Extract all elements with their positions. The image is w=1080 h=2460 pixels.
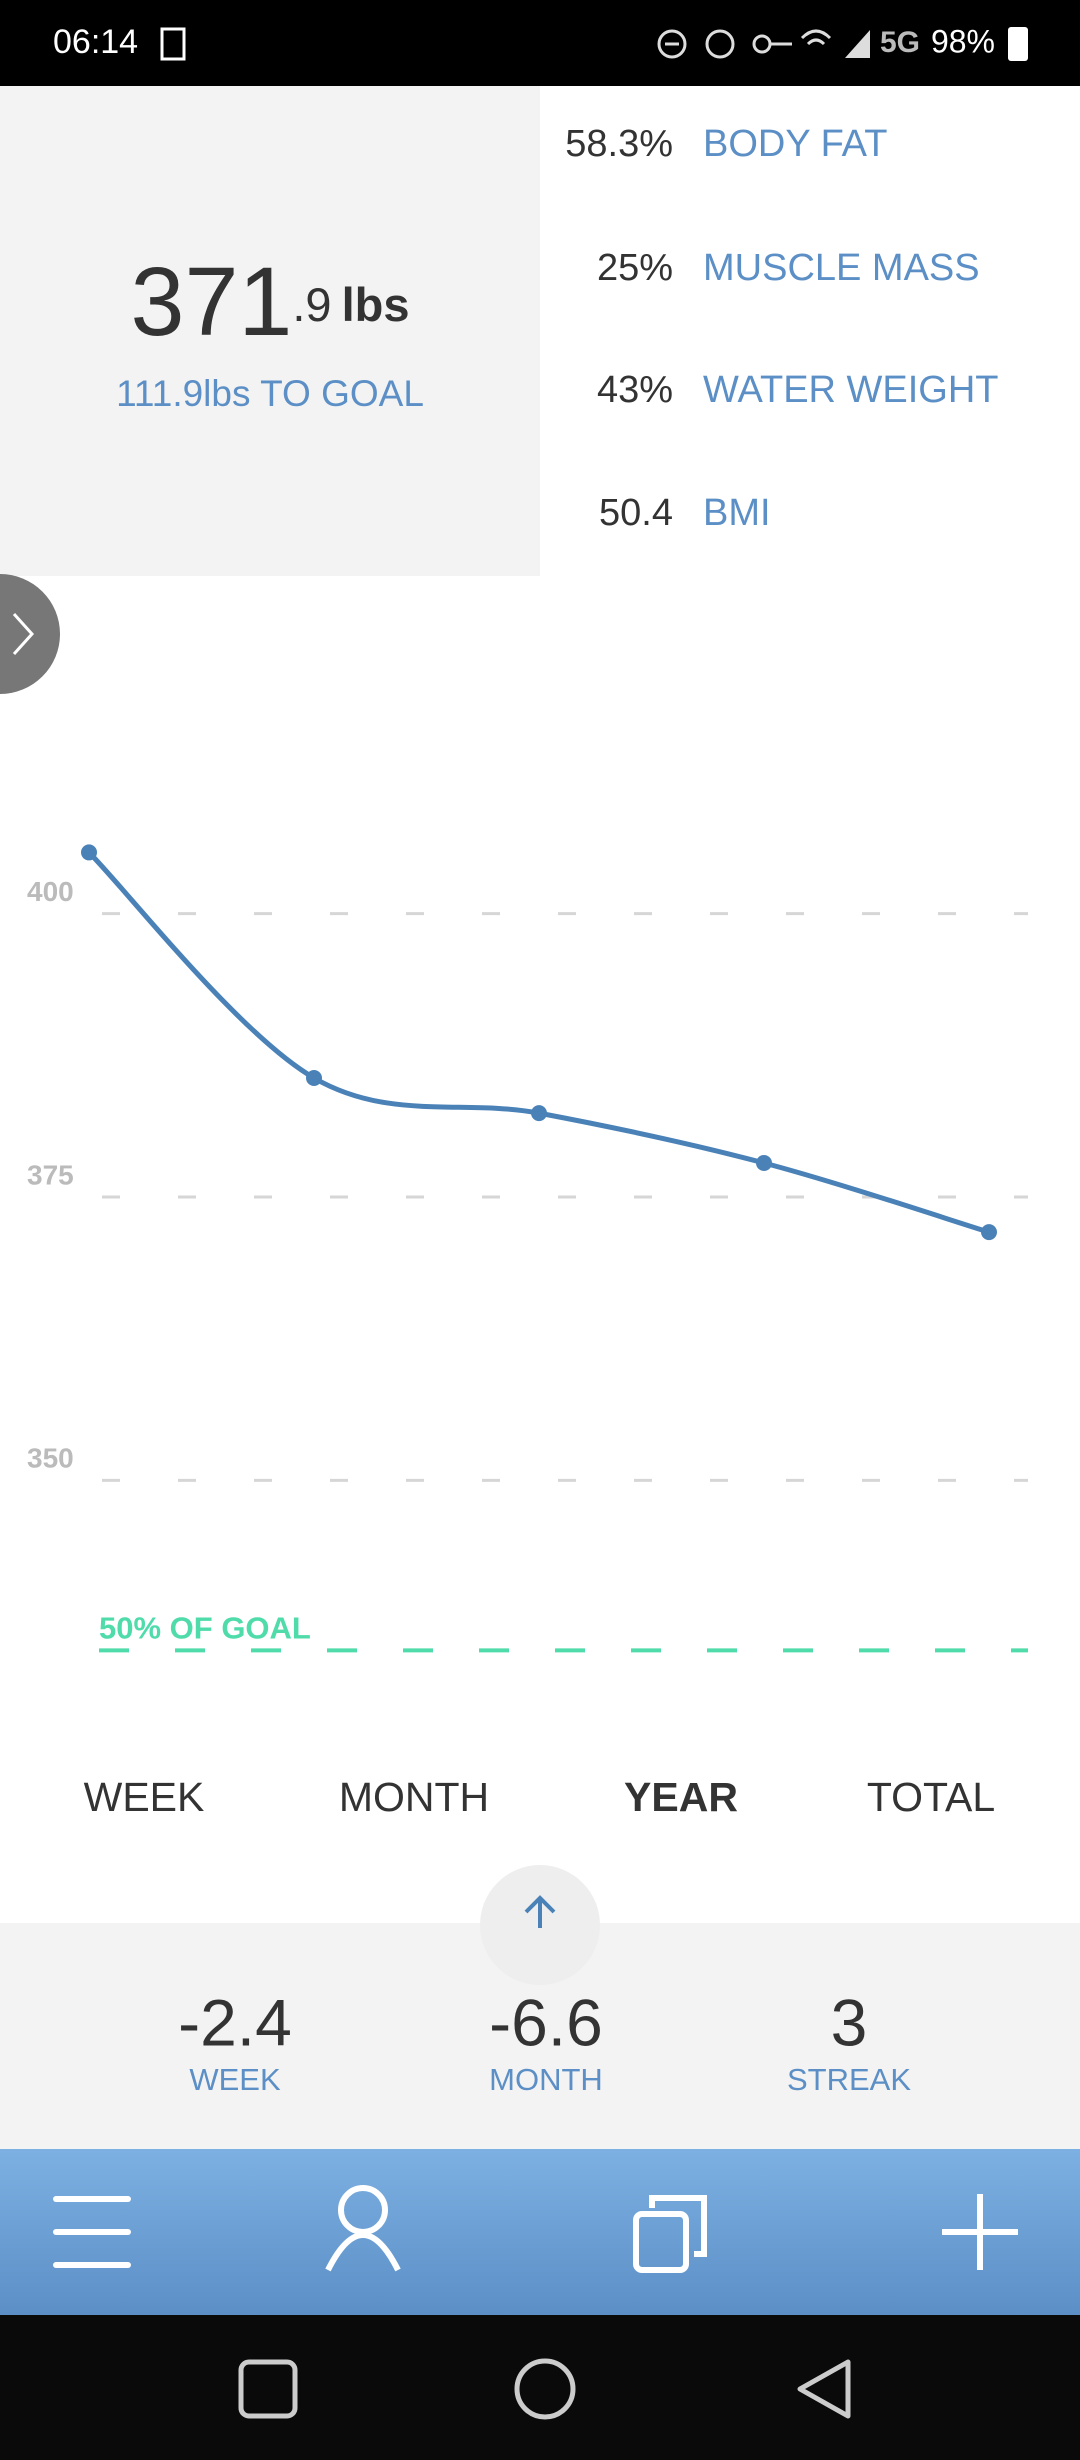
recents-button[interactable] [238,2359,298,2419]
stat-label: BMI [703,492,771,534]
change-label: WEEK [189,2062,281,2097]
stat-label: WATER WEIGHT [703,369,999,411]
weight-decimal: .9 [292,278,331,331]
period-tab[interactable]: YEAR [624,1774,738,1820]
change-value: -2.4 [178,1985,292,2059]
weight-panel [0,86,540,576]
clock: 06:14 [53,23,138,61]
back-button[interactable] [797,2359,851,2419]
weight-line [87,850,990,1235]
signal-icon [845,30,870,58]
expand-arrow [524,1895,556,1928]
y-tick-label: 375 [27,1159,74,1190]
stat-value: 58.3% [565,123,673,165]
period-tab[interactable]: WEEK [84,1774,205,1820]
add-icon[interactable] [942,2194,1018,2270]
network-type: 5G [880,26,920,59]
menu-icon[interactable] [53,2196,131,2268]
copy-icon[interactable] [633,2195,707,2273]
data-point [306,1069,322,1086]
goal-label: 50% OF GOAL [99,1611,311,1646]
data-point [81,844,97,861]
home-button[interactable] [514,2358,576,2420]
profile-icon[interactable] [325,2185,401,2272]
y-tick-label: 400 [27,876,74,907]
data-point [756,1154,772,1171]
weight-whole: 371 [131,247,293,356]
data-point [531,1105,547,1122]
change-value: -6.6 [489,1985,603,2059]
battery-icon [1008,27,1028,61]
notification-icon [160,27,186,61]
current-weight: 371.9 lbs [131,247,410,356]
period-tab[interactable]: MONTH [339,1774,489,1820]
data-point [981,1224,997,1241]
change-label: STREAK [787,2062,911,2097]
period-tab[interactable]: TOTAL [867,1774,995,1820]
change-value: 3 [831,1985,868,2059]
stat-value: 25% [597,247,673,289]
system-nav [0,2315,1080,2460]
to-goal: 111.9lbs TO GOAL [116,373,424,414]
app-nav [0,2149,1080,2315]
change-label: MONTH [489,2062,603,2097]
stat-label: BODY FAT [703,123,887,165]
status-bar [0,0,1080,86]
stat-value: 43% [597,369,673,411]
status-icons [657,29,832,59]
y-tick-label: 350 [27,1443,74,1474]
drawer-arrow [12,612,35,656]
stat-value: 50.4 [599,492,673,534]
stat-label: MUSCLE MASS [703,247,980,289]
battery-level: 98% [931,23,995,59]
weight-unit: lbs [342,278,410,331]
